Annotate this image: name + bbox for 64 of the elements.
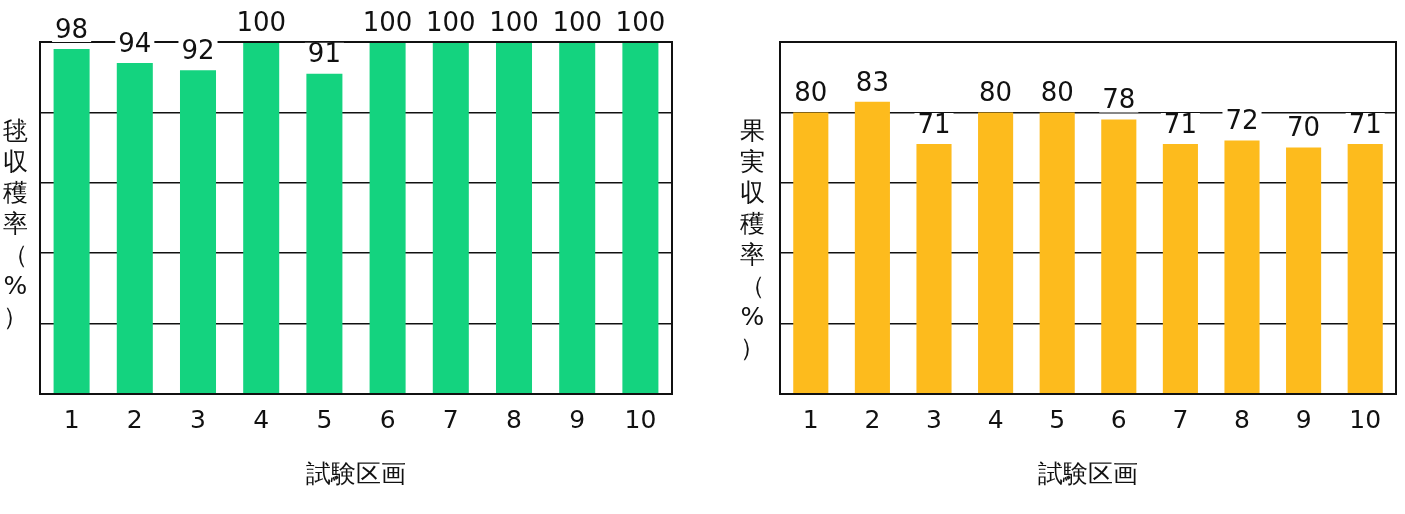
x-tick-label: 7 <box>1172 404 1189 434</box>
data-label: 100 <box>425 6 476 37</box>
x-tick-label: 7 <box>442 404 459 434</box>
bar <box>1347 144 1383 394</box>
x-tick-label: 4 <box>253 404 270 434</box>
data-label: 80 <box>794 77 828 108</box>
x-tick-label: 9 <box>569 404 586 434</box>
bar <box>1162 144 1198 394</box>
x-tick-label: 2 <box>864 404 881 434</box>
x-tick-label: 5 <box>1049 404 1066 434</box>
x-tick-label: 4 <box>987 404 1004 434</box>
data-label: 92 <box>181 34 215 65</box>
x-tick-label: 1 <box>63 404 80 434</box>
data-label: 94 <box>118 27 152 58</box>
bar <box>1101 119 1137 394</box>
y-axis-title: 毬収穫率（%） <box>2 115 29 332</box>
data-label: 100 <box>489 6 539 37</box>
bar <box>243 42 280 394</box>
data-label: 80 <box>1040 77 1074 108</box>
x-tick-label: 6 <box>379 404 396 434</box>
x-tick-label: 6 <box>1110 404 1127 434</box>
bar <box>1039 112 1075 394</box>
x-tick-label: 9 <box>1295 404 1312 434</box>
bar <box>369 42 406 394</box>
data-label: 70 <box>1287 112 1321 143</box>
x-tick-label: 10 <box>1349 404 1382 434</box>
data-label: 91 <box>307 38 341 69</box>
x-tick-label: 5 <box>316 404 333 434</box>
x-tick-label: 2 <box>126 404 143 434</box>
bar <box>1286 147 1322 394</box>
data-label: 78 <box>1102 84 1136 115</box>
bar <box>53 49 90 394</box>
data-label: 100 <box>362 6 413 37</box>
data-label: 83 <box>855 66 889 97</box>
bar <box>916 144 952 394</box>
bar <box>854 101 890 394</box>
x-tick-label: 3 <box>926 404 942 434</box>
bar <box>559 42 596 394</box>
bar <box>179 70 217 394</box>
bar <box>1224 140 1260 394</box>
data-label: 100 <box>236 6 287 37</box>
x-tick-label: 10 <box>624 404 657 434</box>
bar <box>116 63 153 394</box>
x-tick-label: 8 <box>506 404 522 434</box>
x-tick-label: 1 <box>802 404 819 434</box>
data-label: 72 <box>1225 105 1259 136</box>
bar <box>495 42 533 394</box>
bar <box>622 42 659 394</box>
data-label: 71 <box>1348 108 1382 139</box>
bar <box>793 112 829 394</box>
data-label: 100 <box>552 6 603 37</box>
y-axis-title: 果実収穫率（%） <box>739 115 766 363</box>
data-label: 71 <box>917 108 951 139</box>
data-label: 100 <box>615 6 666 37</box>
data-label: 98 <box>55 13 89 44</box>
bar <box>432 42 469 394</box>
data-label: 80 <box>979 77 1013 108</box>
bar <box>306 73 343 394</box>
bar <box>978 112 1014 394</box>
x-axis-title: 試験区画 <box>306 458 406 487</box>
x-tick-label: 8 <box>1234 404 1250 434</box>
x-tick-label: 3 <box>190 404 206 434</box>
x-axis-title: 試験区画 <box>1038 458 1138 487</box>
data-label: 71 <box>1163 108 1197 139</box>
